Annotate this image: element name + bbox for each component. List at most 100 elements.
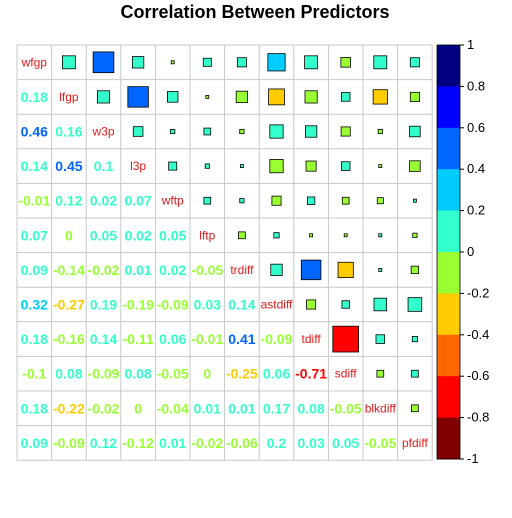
- corr-square-w3p-blkdiff: [377, 128, 383, 135]
- corr-value-l3p-lfgp: 0.45: [55, 158, 82, 174]
- corr-value-tdiff-trdiff: 0.41: [228, 331, 255, 347]
- corr-value-l3p-wfgp: 0.14: [21, 158, 48, 174]
- corr-value-l3p-w3p: 0.1: [94, 158, 114, 174]
- corr-value-pfdiff-trdiff: -0.06: [226, 435, 258, 451]
- corr-square-lftp-blkdiff: [378, 233, 383, 238]
- corr-value-tdiff-lfgp: -0.16: [53, 331, 85, 347]
- corr-square-w3p-sdiff: [340, 126, 351, 137]
- corr-value-blkdiff-wftp: -0.04: [157, 400, 189, 416]
- corr-square-w3p-wftp: [170, 128, 176, 135]
- corr-square-wfgp-lftp: [202, 57, 212, 67]
- corr-square-wfgp-blkdiff: [373, 55, 388, 70]
- corr-square-wfgp-astdiff: [267, 53, 286, 72]
- corr-square-blkdiff-pfdiff: [411, 404, 419, 413]
- corr-square-wfgp-l3p: [131, 56, 145, 69]
- corr-square-wfgp-w3p: [92, 51, 115, 74]
- corr-value-wftp-l3p: 0.07: [124, 193, 151, 209]
- corr-value-blkdiff-lftp: 0.01: [194, 400, 221, 416]
- corr-value-astdiff-trdiff: 0.14: [228, 297, 255, 313]
- corr-square-astdiff-sdiff: [341, 300, 350, 309]
- corr-value-sdiff-lfgp: 0.08: [55, 366, 82, 382]
- corr-square-lftp-trdiff: [238, 231, 246, 240]
- corr-value-trdiff-w3p: -0.02: [88, 262, 120, 278]
- corr-value-sdiff-trdiff: -0.25: [226, 366, 258, 382]
- corr-square-wfgp-tdiff: [304, 55, 318, 70]
- corr-value-wftp-wfgp: -0.01: [18, 193, 50, 209]
- color-legend: 1 0.8 0.6 0.4 0.2 0 -0.2 -0.4 -0.6 -0.8 -1: [436, 37, 489, 466]
- corr-square-lfgp-w3p: [96, 90, 111, 104]
- corr-square-l3p-wftp: [168, 161, 178, 171]
- corr-square-tdiff-blkdiff: [375, 334, 386, 344]
- corr-value-blkdiff-wfgp: 0.18: [21, 400, 48, 416]
- corr-square-wfgp-pfdiff: [409, 57, 420, 68]
- corr-square-w3p-pfdiff: [409, 125, 421, 138]
- diagonal-label-pfdiff: pfdiff: [402, 436, 428, 450]
- corr-value-lftp-w3p: 0.05: [90, 227, 117, 243]
- diagonal-label-trdiff: trdiff: [230, 263, 254, 277]
- corr-value-pfdiff-lftp: -0.02: [191, 435, 223, 451]
- corr-square-tdiff-pfdiff: [411, 336, 418, 343]
- corr-value-pfdiff-wftp: 0.01: [159, 435, 186, 451]
- corr-value-tdiff-astdiff: -0.09: [261, 331, 293, 347]
- corr-square-lfgp-tdiff: [304, 90, 318, 104]
- corr-square-astdiff-pfdiff: [407, 297, 423, 312]
- corr-value-tdiff-wftp: 0.06: [159, 331, 186, 347]
- corr-value-w3p-wfgp: 0.46: [21, 124, 48, 140]
- corr-value-astdiff-lfgp: -0.27: [53, 297, 85, 313]
- corr-value-blkdiff-trdiff: 0.01: [228, 400, 255, 416]
- corr-square-lfgp-wftp: [166, 91, 179, 103]
- diagonal-label-tdiff: tdiff: [302, 332, 322, 346]
- colorbar-tick-label: 0.8: [467, 78, 485, 93]
- colorbar-segment: [437, 334, 460, 377]
- corr-square-lfgp-trdiff: [235, 90, 249, 104]
- corr-value-astdiff-w3p: 0.19: [90, 297, 117, 313]
- corr-square-l3p-trdiff: [239, 164, 244, 169]
- corr-value-trdiff-lfgp: -0.14: [53, 262, 85, 278]
- corr-square-wftp-astdiff: [271, 195, 282, 206]
- corr-value-astdiff-l3p: -0.19: [122, 297, 154, 313]
- corr-value-sdiff-tdiff: -0.71: [295, 366, 327, 382]
- corr-square-wfgp-sdiff: [340, 57, 351, 68]
- corr-square-w3p-trdiff: [239, 128, 245, 135]
- diagonal-label-lftp: lftp: [199, 228, 215, 242]
- corr-value-lfgp-wfgp: 0.18: [21, 89, 48, 105]
- colorbar-tick-label: -0.6: [467, 368, 489, 383]
- corr-value-pfdiff-wfgp: 0.09: [21, 435, 48, 451]
- diagonal-label-wfgp: wfgp: [21, 55, 48, 69]
- diagonal-label-lfgp: lfgp: [59, 90, 79, 104]
- corr-square-wftp-blkdiff: [376, 197, 384, 205]
- corr-square-wftp-pfdiff: [412, 198, 417, 203]
- corr-square-l3p-tdiff: [305, 160, 317, 172]
- colorbar-tick-label: 0: [467, 244, 474, 259]
- corr-value-blkdiff-tdiff: 0.08: [297, 400, 324, 416]
- colorbar-segment: [437, 169, 460, 212]
- corr-square-lftp-astdiff: [273, 232, 280, 239]
- correlation-matrix: wfgp 0.18 lfgp 0.46 0.16 w3p 0.14 0.45 0.1 l3p -0.…: [16, 44, 433, 461]
- colorbar-segment: [437, 45, 460, 87]
- corr-square-tdiff-sdiff: [332, 325, 359, 353]
- corr-value-sdiff-l3p: 0.08: [124, 366, 151, 382]
- corr-value-trdiff-lftp: -0.05: [191, 262, 223, 278]
- corr-value-astdiff-wftp: -0.09: [157, 297, 189, 313]
- corr-square-lfgp-l3p: [127, 86, 149, 108]
- corr-square-astdiff-tdiff: [306, 299, 317, 310]
- corr-square-w3p-lftp: [203, 127, 212, 136]
- corr-value-astdiff-lftp: 0.03: [194, 297, 221, 313]
- corr-value-sdiff-wftp: -0.05: [157, 366, 189, 382]
- colorbar-tick-label: 0.6: [467, 120, 485, 135]
- corr-square-trdiff-blkdiff: [378, 267, 383, 272]
- colorbar-tick-label: 1: [467, 37, 474, 52]
- corr-value-blkdiff-l3p: 0: [134, 400, 142, 416]
- corr-value-wftp-w3p: 0.02: [90, 193, 117, 209]
- colorbar-segment: [437, 376, 460, 419]
- colorbar-tick-label: 0.2: [467, 203, 485, 218]
- corr-value-wftp-lfgp: 0.12: [55, 193, 82, 209]
- colorbar-tick-label: -0.2: [467, 285, 489, 300]
- corr-value-lftp-wftp: 0.05: [159, 227, 186, 243]
- colorbar-segment: [437, 86, 460, 129]
- diagonal-label-astdiff: astdiff: [261, 298, 293, 312]
- corr-square-lfgp-sdiff: [340, 92, 351, 102]
- corr-value-pfdiff-sdiff: 0.05: [332, 435, 359, 451]
- corr-square-trdiff-tdiff: [300, 259, 322, 281]
